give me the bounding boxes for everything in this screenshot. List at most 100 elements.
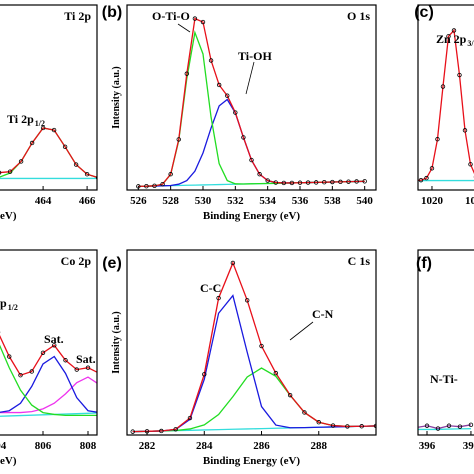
data-point bbox=[192, 16, 198, 21]
x-tick-label: 808 bbox=[80, 440, 97, 452]
x-axis-title: Binding Energy (eV) bbox=[203, 210, 301, 222]
annotation: Ti-OH bbox=[238, 49, 272, 63]
data-point bbox=[345, 424, 350, 429]
data-point bbox=[273, 180, 278, 185]
annotation-subscript: 3/2 bbox=[467, 39, 474, 48]
curve bbox=[0, 344, 97, 417]
data-point bbox=[281, 180, 287, 186]
x-tick-label: 286 bbox=[253, 440, 270, 452]
x-tick-label: 532 bbox=[227, 195, 244, 207]
data-point bbox=[424, 175, 429, 181]
x-tick-label: 398 bbox=[463, 440, 474, 452]
plot-area bbox=[0, 125, 97, 180]
plot-frame bbox=[126, 4, 377, 191]
data-point bbox=[462, 128, 468, 133]
annotation: C-C bbox=[200, 281, 221, 295]
data-point bbox=[62, 144, 68, 150]
pointer-line bbox=[289, 321, 314, 341]
data-point bbox=[130, 429, 135, 434]
plot-frame bbox=[0, 4, 98, 191]
data-point bbox=[249, 157, 254, 163]
x-tick-label: 464 bbox=[35, 195, 52, 207]
data-point bbox=[346, 179, 351, 184]
x-tick-label: 528 bbox=[162, 195, 179, 207]
annotation: p bbox=[0, 296, 7, 310]
x-tick-label: 1024 bbox=[465, 195, 474, 207]
data-point bbox=[51, 127, 57, 133]
data-point bbox=[257, 172, 262, 177]
data-point bbox=[160, 181, 165, 187]
curve bbox=[0, 334, 97, 376]
data-point bbox=[414, 179, 418, 183]
plot-frame bbox=[0, 249, 98, 436]
plot-area bbox=[414, 28, 474, 183]
data-point bbox=[338, 179, 343, 185]
data-point bbox=[230, 260, 236, 266]
data-point bbox=[97, 372, 101, 376]
annotation: N-Ti- bbox=[430, 372, 458, 386]
curve bbox=[418, 424, 472, 430]
data-point bbox=[435, 137, 440, 142]
data-point bbox=[29, 140, 35, 146]
annotation-subscript: 1/2 bbox=[8, 303, 18, 312]
annotation: Sat. bbox=[44, 332, 64, 346]
curve bbox=[0, 127, 97, 179]
data-point bbox=[446, 423, 452, 428]
plot-area bbox=[130, 260, 376, 434]
x-tick-label: 526 bbox=[130, 195, 147, 207]
data-point bbox=[152, 183, 157, 189]
x-axis-title: eV) bbox=[0, 455, 17, 467]
data-point bbox=[359, 424, 364, 429]
panel-label: (b) bbox=[102, 4, 122, 21]
data-point bbox=[7, 169, 13, 174]
data-point bbox=[184, 71, 190, 76]
data-point bbox=[265, 178, 270, 183]
y-axis-title: Intensity (a.u.) bbox=[111, 66, 122, 129]
plot-area bbox=[136, 16, 367, 189]
data-point bbox=[241, 135, 246, 140]
data-point bbox=[18, 373, 23, 378]
curve bbox=[418, 428, 471, 431]
data-point bbox=[74, 367, 79, 372]
panel-title: C 1s bbox=[348, 254, 371, 268]
data-point bbox=[176, 137, 181, 142]
data-point bbox=[305, 180, 311, 185]
y-axis-title: Intensity (a.u.) bbox=[111, 311, 122, 374]
data-point bbox=[18, 159, 24, 164]
curve bbox=[0, 355, 97, 413]
x-tick-label: 538 bbox=[324, 195, 341, 207]
curve bbox=[138, 17, 365, 188]
data-point bbox=[52, 343, 57, 348]
data-point bbox=[313, 180, 319, 185]
x-tick-label: 534 bbox=[259, 195, 276, 207]
data-point bbox=[289, 180, 295, 186]
data-point bbox=[468, 162, 473, 167]
pointer-line bbox=[177, 23, 191, 33]
data-point bbox=[29, 369, 34, 374]
data-point bbox=[330, 179, 335, 185]
x-tick-label: 284 bbox=[196, 440, 213, 452]
data-point bbox=[216, 82, 222, 88]
data-point bbox=[302, 410, 307, 415]
x-tick-label: 396 bbox=[419, 440, 436, 452]
data-point bbox=[446, 34, 451, 39]
data-point bbox=[362, 179, 367, 184]
data-point bbox=[7, 354, 12, 359]
curve bbox=[0, 412, 97, 417]
curve bbox=[0, 376, 97, 414]
data-point bbox=[0, 170, 2, 175]
plot-area bbox=[418, 422, 474, 431]
x-tick-label: 536 bbox=[292, 195, 309, 207]
data-point bbox=[84, 171, 90, 177]
x-tick-label: 530 bbox=[195, 195, 212, 207]
data-point bbox=[40, 125, 46, 131]
data-point bbox=[316, 420, 321, 425]
x-tick-label: 804 bbox=[0, 440, 7, 452]
plot-frame bbox=[417, 4, 474, 191]
data-point bbox=[330, 423, 336, 428]
data-point bbox=[245, 298, 250, 303]
data-point bbox=[187, 415, 193, 421]
data-point bbox=[202, 372, 207, 377]
plot-area bbox=[0, 331, 101, 417]
